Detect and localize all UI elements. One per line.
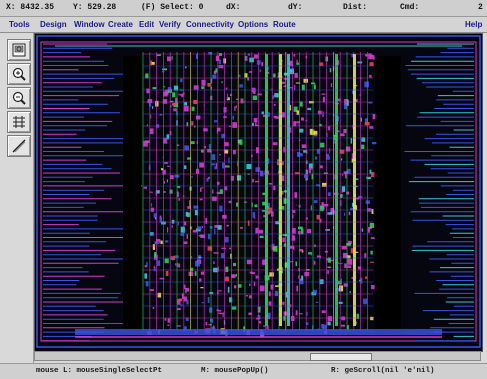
tool-palette: [0, 33, 34, 363]
status-bar: mouse L: mouseSingleSelectPt M: mousePop…: [0, 363, 487, 379]
mouse-left-binding: mouse L: mouseSingleSelectPt: [36, 367, 163, 375]
menu-connectivity[interactable]: Connectivity: [186, 20, 235, 29]
layout-canvas[interactable]: [34, 33, 483, 352]
coordinate-bar: X: 8432.35 Y: 529.28 (F) Select: 0 dX: d…: [0, 0, 487, 17]
zoom-in-button[interactable]: [7, 63, 31, 85]
mouse-middle-binding: M: mousePopUp(): [201, 367, 269, 375]
select-count: (F) Select: 0: [141, 3, 204, 12]
ruler-button[interactable]: [7, 135, 31, 157]
scroll-thumb[interactable]: [310, 353, 372, 361]
menu-design[interactable]: Design: [40, 20, 67, 29]
zoom-in-icon: [12, 67, 26, 81]
ruler-icon: [12, 139, 26, 153]
distance-readout: Dist:: [343, 3, 368, 12]
y-coordinate: Y: 529.28: [73, 3, 117, 12]
menu-bar: Tools Design Window Create Edit Verify C…: [0, 17, 487, 33]
menu-verify[interactable]: Verify: [159, 20, 181, 29]
menu-create[interactable]: Create: [108, 20, 133, 29]
menu-edit[interactable]: Edit: [139, 20, 155, 29]
menu-options[interactable]: Options: [238, 20, 269, 29]
grid-button[interactable]: [7, 111, 31, 133]
coord-corner: 2: [478, 3, 483, 12]
dy-readout: dY:: [288, 3, 303, 12]
grid-icon: [13, 116, 25, 128]
dx-readout: dX:: [226, 3, 241, 12]
window-tool-button[interactable]: [7, 39, 31, 61]
horizontal-scrollbar[interactable]: [34, 351, 481, 361]
menu-window[interactable]: Window: [74, 20, 105, 29]
zoom-out-button[interactable]: [7, 87, 31, 109]
menu-help[interactable]: Help: [465, 20, 483, 29]
command-readout: Cmd:: [400, 3, 420, 12]
mouse-right-binding: R: geScroll(nil 'e'nil): [331, 367, 435, 375]
menu-tools[interactable]: Tools: [9, 20, 30, 29]
menu-route[interactable]: Route: [273, 20, 296, 29]
x-coordinate: X: 8432.35: [6, 3, 55, 12]
chip-layout-view[interactable]: [35, 34, 482, 351]
window-icon: [12, 43, 26, 57]
zoom-out-icon: [12, 91, 26, 105]
